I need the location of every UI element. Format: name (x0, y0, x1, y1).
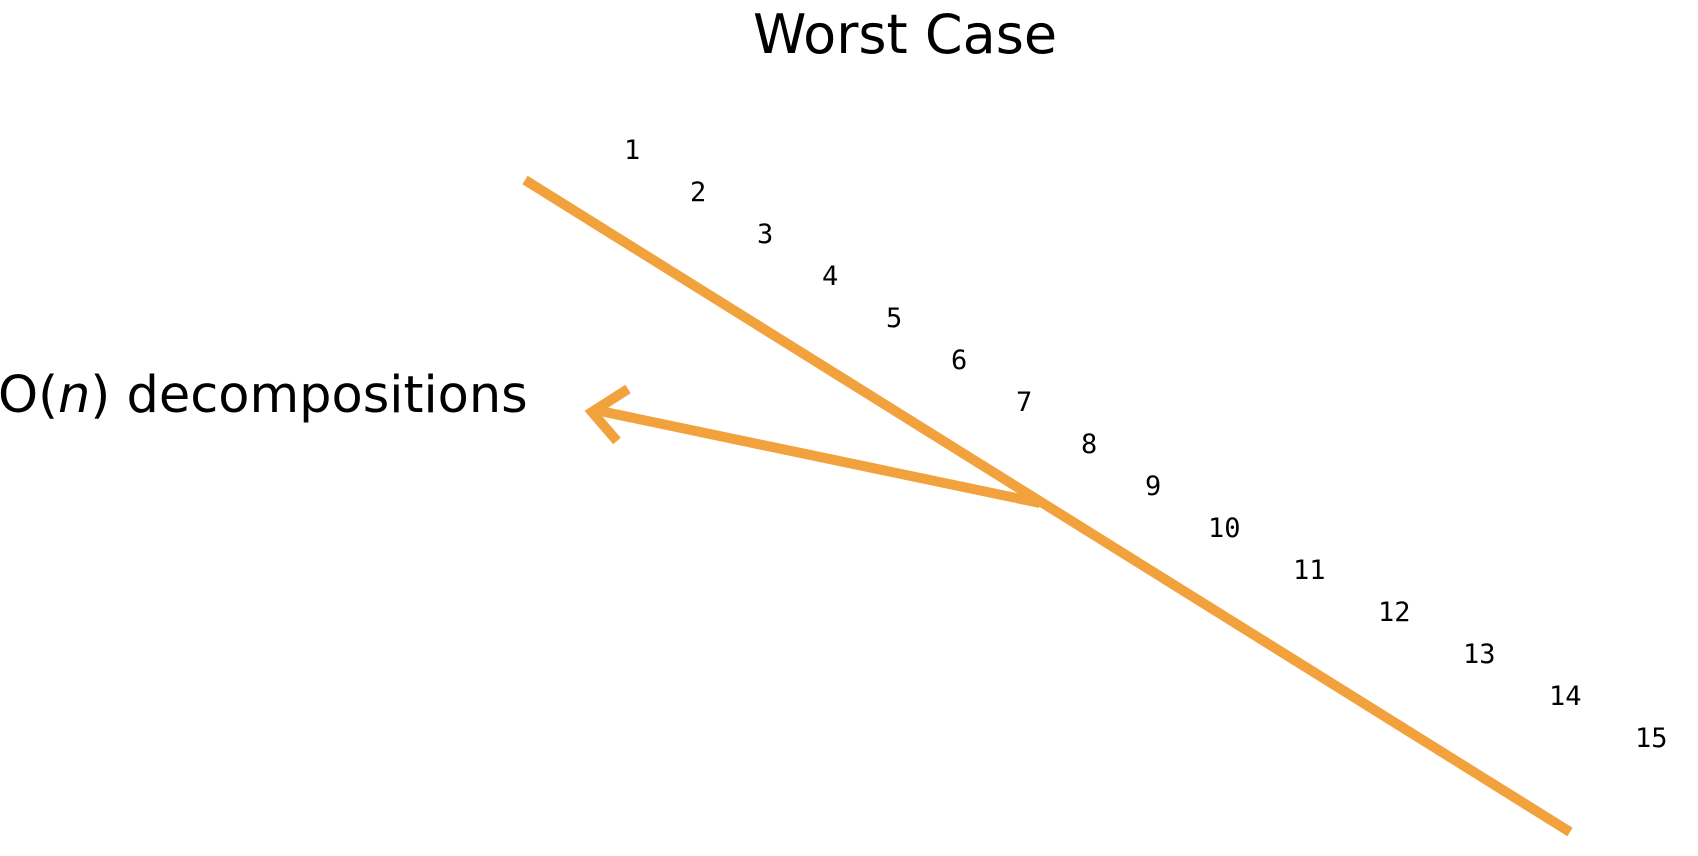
label-suffix: ) decompositions (90, 366, 528, 425)
sequence-number: 12 (1378, 597, 1411, 628)
label-variable: n (58, 366, 91, 425)
sequence-number: 5 (886, 303, 903, 334)
arrow-shaft (598, 406, 1042, 508)
diagonal-line (522, 175, 1573, 837)
arrow-head (584, 384, 631, 445)
sequence-number: 3 (757, 219, 774, 250)
sequence-number: 7 (1016, 387, 1033, 418)
sequence-number: 4 (822, 261, 839, 292)
sequence-number: 10 (1208, 513, 1241, 544)
sequence-number: 13 (1463, 639, 1496, 670)
sequence-number: 6 (951, 345, 968, 376)
label-prefix: O( (0, 366, 59, 425)
sequence-number: 8 (1081, 429, 1098, 460)
decompositions-label: O(n) decompositions (0, 363, 528, 429)
arrow-icon (584, 384, 1042, 508)
sequence-number: 11 (1293, 555, 1326, 586)
sequence-number: 1 (624, 135, 641, 166)
sequence-number: 2 (690, 177, 707, 208)
sequence-number: 9 (1145, 471, 1162, 502)
sequence-number: 15 (1635, 723, 1668, 754)
diagram-title: Worst Case (752, 3, 1058, 66)
sequence-number: 14 (1549, 681, 1582, 712)
